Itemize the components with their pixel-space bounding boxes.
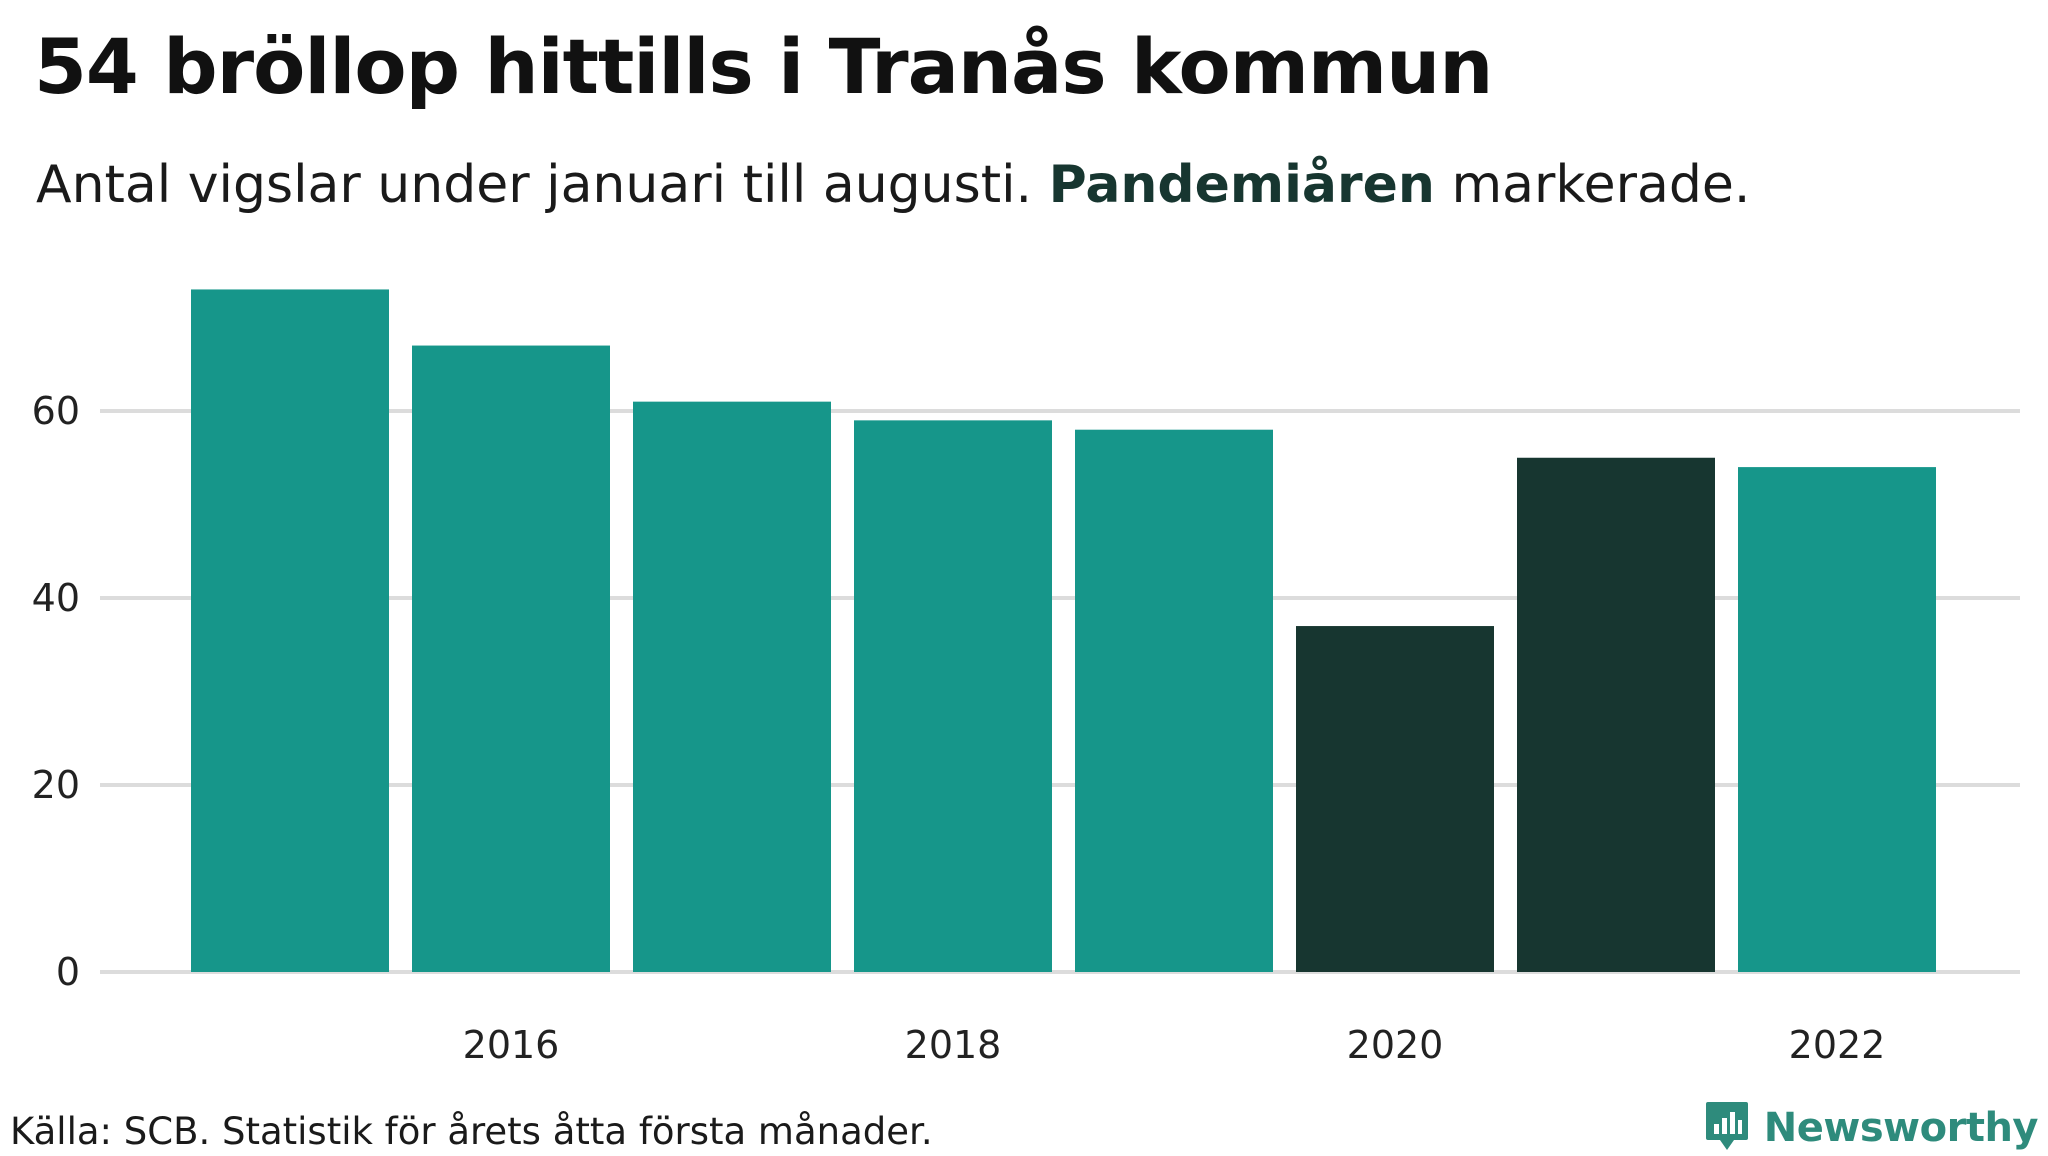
newsworthy-icon [1704,1100,1750,1156]
bar-2021 [1517,457,1715,972]
subtitle-text: Antal vigslar under januari till augusti… [36,155,1049,215]
x-tick-label: 2022 [1789,1023,1886,1067]
bar-2017 [633,401,831,972]
y-tick-label: 60 [32,389,80,433]
bar-2015 [191,289,389,972]
bar-2019 [1075,429,1273,972]
bar-2022 [1738,467,1936,972]
y-tick-label: 0 [56,950,80,994]
subtitle-text-end: markerade. [1434,155,1751,215]
chart-subtitle: Antal vigslar under januari till augusti… [36,155,1750,215]
y-axis-ticks: 0 20 40 60 [32,389,80,994]
brand-name: Newsworthy [1763,1105,2039,1151]
chart-title: 54 bröllop hittills i Tranås kommun [34,22,1493,111]
bars [191,289,1936,973]
y-tick-label: 40 [32,576,80,620]
x-tick-label: 2020 [1347,1023,1444,1067]
x-axis-ticks: 2016 2018 2020 2022 [463,1023,1886,1067]
subtitle-highlight-pandemic: Pandemiåren [1048,155,1435,215]
source-note: Källa: SCB. Statistik för årets åtta för… [10,1110,933,1153]
y-tick-label: 20 [32,763,80,807]
bar-2020 [1296,626,1494,972]
x-tick-label: 2018 [905,1023,1002,1067]
bar-2018 [854,420,1052,973]
brand-logo: Newsworthy [1704,1100,2039,1156]
bar-2016 [412,345,610,972]
x-tick-label: 2016 [463,1023,560,1067]
